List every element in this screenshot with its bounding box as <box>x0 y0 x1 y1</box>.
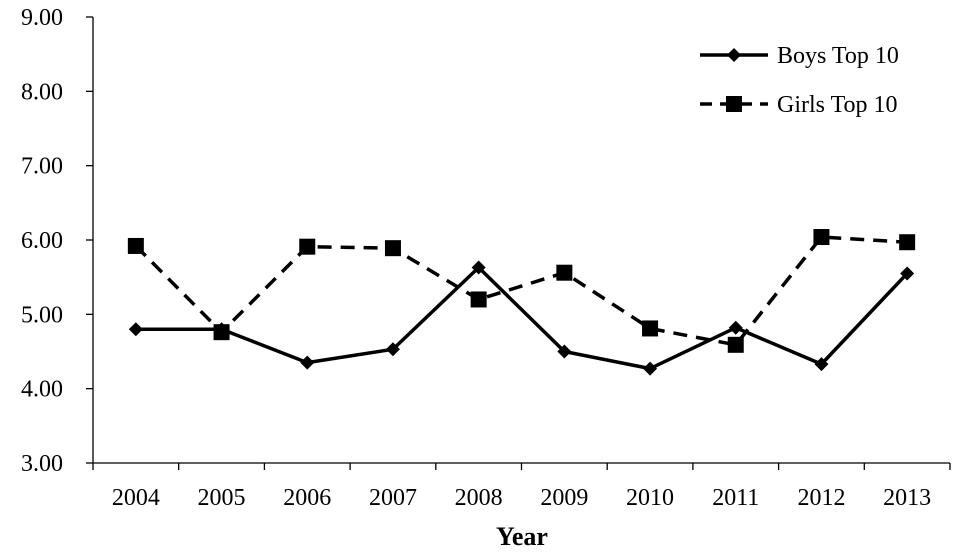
data-point <box>900 266 915 281</box>
data-point <box>814 357 829 372</box>
y-ticks: 3.00 4.00 5.00 6.00 7.00 8.00 9.00 <box>21 5 93 477</box>
legend-marker <box>727 48 741 62</box>
data-point <box>642 320 659 337</box>
legend-item: Boys Top 10 <box>700 43 899 69</box>
series-boys <box>128 260 915 376</box>
x-tick-label: 2010 <box>626 485 674 511</box>
x-tick-label: 2007 <box>369 485 417 511</box>
legend-marker <box>726 96 742 112</box>
data-point <box>299 238 316 255</box>
data-point <box>643 361 658 376</box>
data-point <box>384 240 401 257</box>
x-tick-label: 2005 <box>198 485 246 511</box>
legend-label: Boys Top 10 <box>777 43 899 69</box>
series-line <box>134 235 908 347</box>
data-point <box>213 324 230 341</box>
y-tick-label: 9.00 <box>21 5 63 31</box>
data-point <box>728 320 743 335</box>
data-point <box>127 237 144 254</box>
x-axis-title: Year <box>496 522 548 551</box>
legend: Boys Top 10 Girls Top 10 <box>700 43 899 118</box>
x-tick-label: 2013 <box>883 485 931 511</box>
x-tick-label: 2004 <box>112 485 160 511</box>
legend-item: Girls Top 10 <box>700 92 898 118</box>
data-point <box>556 264 573 281</box>
data-point <box>899 234 916 251</box>
y-tick-label: 7.00 <box>21 154 63 180</box>
legend-label: Girls Top 10 <box>777 92 898 118</box>
y-tick-label: 8.00 <box>21 79 63 105</box>
plot-series <box>127 229 916 376</box>
y-tick-label: 4.00 <box>21 377 63 403</box>
x-tick-label: 2008 <box>455 485 503 511</box>
data-point <box>557 344 572 359</box>
x-tick-label: 2006 <box>283 485 331 511</box>
data-point <box>385 342 400 357</box>
y-axis: 3.00 4.00 5.00 6.00 7.00 8.00 9.00 <box>21 5 94 477</box>
y-tick-label: 6.00 <box>21 228 63 254</box>
data-point <box>471 260 486 275</box>
data-point <box>470 291 487 308</box>
x-axis: 2004 2005 2006 2007 2008 2009 2010 2011 2012 2013… <box>92 462 951 551</box>
x-tick-label: 2011 <box>712 485 759 511</box>
data-point <box>128 322 143 337</box>
x-ticks: 2004 2005 2006 2007 2008 2009 2010 2011 2012 2013 <box>92 463 951 511</box>
data-point <box>727 336 744 353</box>
x-tick-label: 2009 <box>540 485 588 511</box>
series-line <box>135 265 909 371</box>
y-tick-label: 5.00 <box>21 302 63 328</box>
data-point <box>813 229 830 246</box>
series-girls <box>127 229 916 353</box>
data-point <box>300 355 315 370</box>
y-tick-label: 3.00 <box>21 451 63 477</box>
x-tick-label: 2012 <box>797 485 845 511</box>
